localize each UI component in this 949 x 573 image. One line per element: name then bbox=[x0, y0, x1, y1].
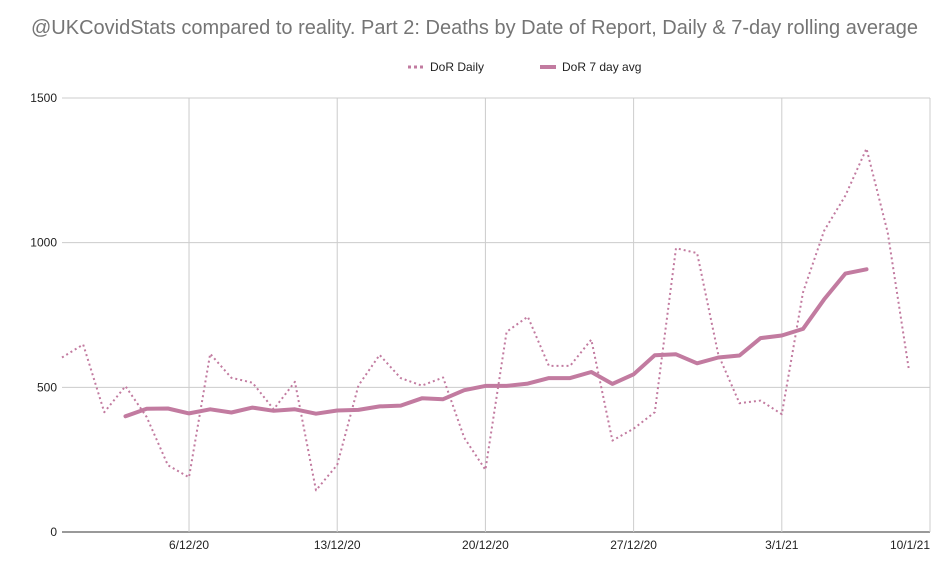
series-line-dor-7-day-avg bbox=[123, 267, 869, 419]
y-tick-label: 1000 bbox=[30, 236, 57, 250]
x-tick-label: 13/12/20 bbox=[314, 538, 361, 552]
series-line-dor-daily bbox=[61, 147, 910, 492]
legend-label: DoR 7 day avg bbox=[562, 60, 641, 74]
y-tick-label: 0 bbox=[50, 525, 57, 539]
legend: DoR Daily DoR 7 day avg bbox=[408, 60, 641, 74]
series-layer bbox=[61, 147, 910, 492]
x-tick-label: 20/12/20 bbox=[462, 538, 509, 552]
gridlines bbox=[62, 97, 931, 533]
legend-label: DoR Daily bbox=[430, 60, 484, 74]
y-tick-label: 1500 bbox=[30, 91, 57, 105]
x-axis-ticks: 6/12/20 13/12/20 20/12/20 27/12/20 3/1/21 10/… bbox=[169, 538, 930, 552]
y-axis-ticks: 0 500 1000 1500 bbox=[30, 91, 57, 539]
y-tick-label: 500 bbox=[37, 380, 57, 394]
x-tick-label: 3/1/21 bbox=[765, 538, 799, 552]
x-tick-label: 27/12/20 bbox=[610, 538, 657, 552]
x-tick-label: 6/12/20 bbox=[169, 538, 209, 552]
x-tick-label: 10/1/21 bbox=[890, 538, 930, 552]
chart-title: @UKCovidStats compared to reality. Part … bbox=[30, 17, 918, 39]
